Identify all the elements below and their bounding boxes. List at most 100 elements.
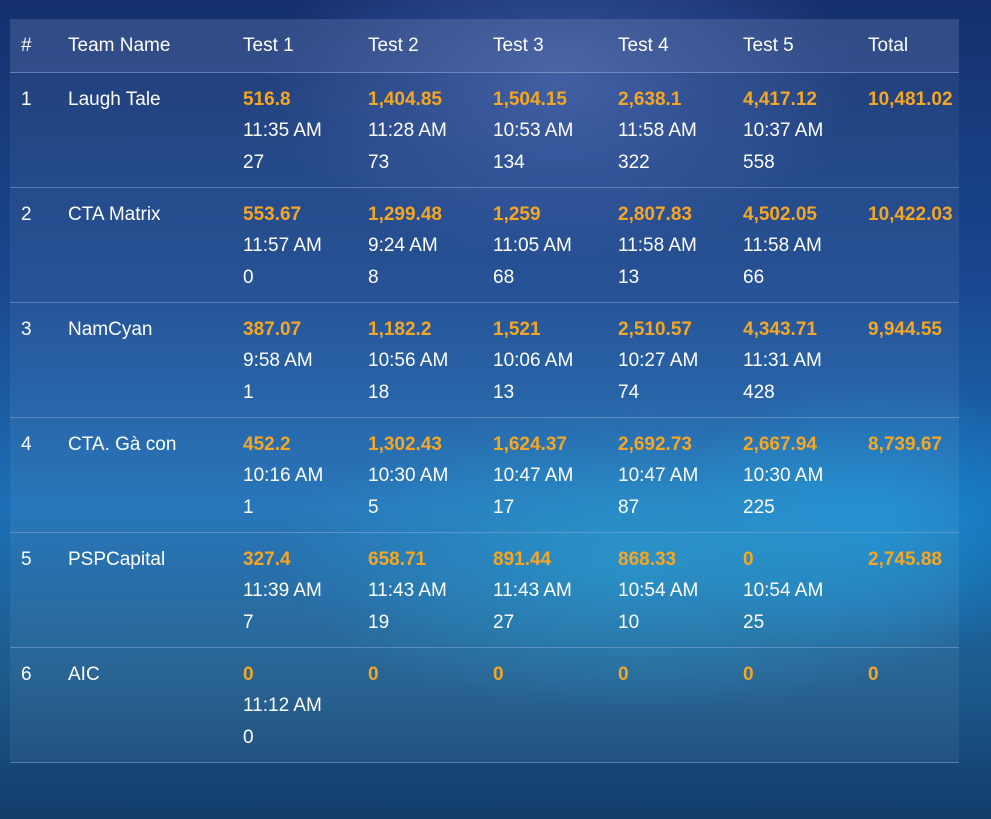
submission-time: 11:58 AM [618,120,697,141]
table-row: 2 CTA Matrix 553.67 11:57 AM 0 1,299.48 9:24 A… [10,187,959,302]
test-score: 1,404.85 [368,88,442,110]
test-score: 4,502.05 [743,203,817,225]
test-4-cell: 2,638.1 11:58 AM 322 [618,72,743,187]
submission-count: 19 [368,611,390,633]
submission-count: 322 [618,151,650,173]
team-cell: CTA Matrix [68,187,243,302]
test-3-cell: 0 [493,647,618,762]
test-score: 1,299.48 [368,203,442,225]
submission-time: 11:35 AM [243,120,322,141]
submission-count: 225 [743,496,775,518]
column-header-test-1[interactable]: Test 1 [243,19,368,72]
test-1-cell: 327.4 11:39 AM 7 [243,532,368,647]
submission-time: 11:28 AM [368,120,447,141]
test-5-cell: 4,502.05 11:58 AM 66 [743,187,868,302]
test-score: 0 [243,663,254,685]
test-score: 4,417.12 [743,88,817,110]
test-score: 0 [493,663,504,685]
submission-count: 1 [243,381,254,403]
total-score: 8,739.67 [868,433,942,455]
rank-cell: 3 [21,318,32,340]
test-3-cell: 1,521 10:06 AM 13 [493,302,618,417]
submission-time: 9:58 AM [243,350,313,371]
test-1-cell: 553.67 11:57 AM 0 [243,187,368,302]
team-cell: AIC [68,647,243,762]
table-row: 6 AIC 0 11:12 AM 0 0 0 0 0 0 [10,647,959,762]
test-score: 327.4 [243,548,291,570]
table-row: 4 CTA. Gà con 452.2 10:16 AM 1 1,302.43 10:30 … [10,417,959,532]
submission-count: 558 [743,151,775,173]
team-cell: NamCyan [68,302,243,417]
test-score: 0 [743,548,754,570]
team-cell: Laugh Tale [68,72,243,187]
test-score: 516.8 [243,88,291,110]
submission-time: 11:43 AM [493,580,572,601]
submission-time: 10:47 AM [618,465,699,486]
total-score: 9,944.55 [868,318,942,340]
test-score: 2,807.83 [618,203,692,225]
test-score: 0 [368,663,379,685]
submission-count: 73 [368,151,390,173]
test-score: 1,624.37 [493,433,567,455]
submission-count: 428 [743,381,775,403]
test-2-cell: 1,182.2 10:56 AM 18 [368,302,493,417]
submission-count: 5 [368,496,379,518]
column-header-rank[interactable]: # [10,19,68,72]
submission-time: 10:30 AM [743,465,824,486]
test-score: 658.71 [368,548,427,570]
test-2-cell: 1,302.43 10:30 AM 5 [368,417,493,532]
total-cell: 8,739.67 [868,417,959,532]
test-score: 2,692.73 [618,433,692,455]
test-1-cell: 516.8 11:35 AM 27 [243,72,368,187]
test-2-cell: 0 [368,647,493,762]
submission-time: 11:05 AM [493,235,572,256]
submission-time: 10:56 AM [368,350,449,371]
table-row: 3 NamCyan 387.07 9:58 AM 1 1,182.2 10:56 AM 18 1… [10,302,959,417]
submission-time: 10:27 AM [618,350,699,371]
test-score: 0 [618,663,629,685]
test-score: 0 [743,663,754,685]
submission-time: 11:39 AM [243,580,322,601]
team-name: NamCyan [68,318,153,340]
test-score: 387.07 [243,318,302,340]
submission-count: 134 [493,151,525,173]
total-cell: 10,481.02 [868,72,959,187]
test-score: 1,182.2 [368,318,432,340]
submission-count: 66 [743,266,765,288]
column-header-total[interactable]: Total [868,19,959,72]
test-score: 891.44 [493,548,552,570]
rank-cell: 4 [21,433,32,455]
total-cell: 2,745.88 [868,532,959,647]
total-score: 10,481.02 [868,88,953,110]
column-header-test-5[interactable]: Test 5 [743,19,868,72]
submission-time: 10:53 AM [493,120,574,141]
submission-time: 11:58 AM [618,235,697,256]
submission-count: 74 [618,381,640,403]
test-5-cell: 4,343.71 11:31 AM 428 [743,302,868,417]
test-score: 2,510.57 [618,318,692,340]
test-4-cell: 0 [618,647,743,762]
column-header-team[interactable]: Team Name [68,19,243,72]
column-header-test-4[interactable]: Test 4 [618,19,743,72]
rank-cell: 5 [21,548,32,570]
test-1-cell: 387.07 9:58 AM 1 [243,302,368,417]
submission-time: 10:16 AM [243,465,324,486]
test-5-cell: 0 10:54 AM 25 [743,532,868,647]
rank-cell: 6 [21,663,32,685]
test-3-cell: 891.44 11:43 AM 27 [493,532,618,647]
submission-count: 13 [618,266,640,288]
submission-time: 10:54 AM [618,580,699,601]
submission-time: 11:12 AM [243,695,322,716]
test-3-cell: 1,504.15 10:53 AM 134 [493,72,618,187]
column-header-test-2[interactable]: Test 2 [368,19,493,72]
column-header-test-3[interactable]: Test 3 [493,19,618,72]
team-name: CTA Matrix [68,203,161,225]
test-5-cell: 0 [743,647,868,762]
submission-count: 27 [243,151,265,173]
test-3-cell: 1,259 11:05 AM 68 [493,187,618,302]
submission-count: 17 [493,496,515,518]
submission-count: 25 [743,611,765,633]
submission-time: 10:47 AM [493,465,574,486]
total-score: 10,422.03 [868,203,953,225]
test-score: 2,638.1 [618,88,682,110]
